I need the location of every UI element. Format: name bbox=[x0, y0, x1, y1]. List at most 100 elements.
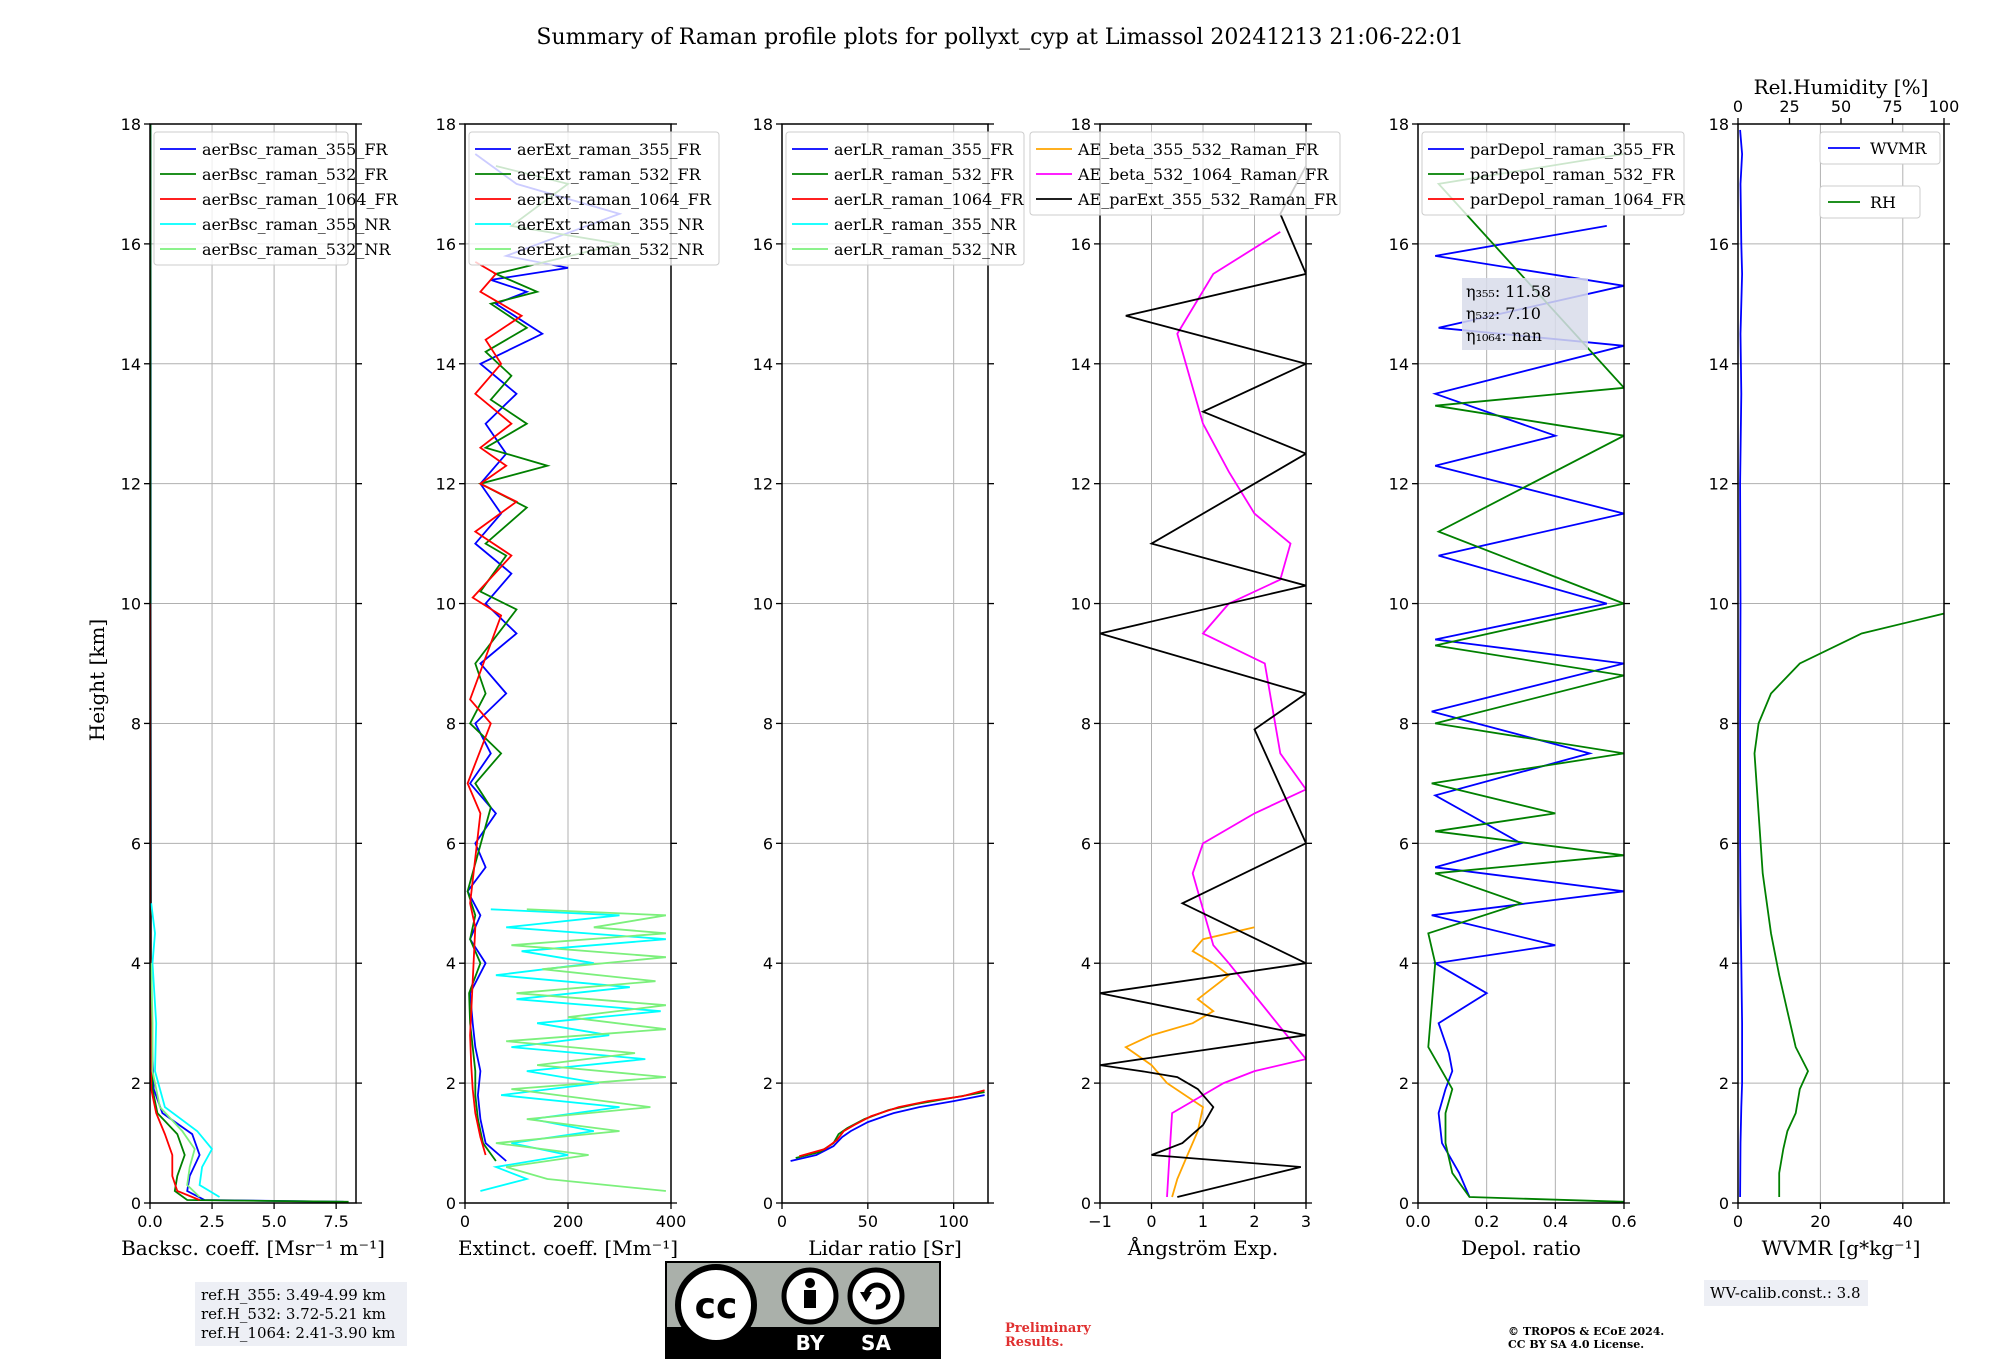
y-tick-label: 4 bbox=[131, 954, 141, 973]
x2-tick-label: 25 bbox=[1779, 97, 1799, 116]
legend-box bbox=[785, 131, 1025, 266]
series-line-aerLR_raman_355_FR bbox=[790, 1094, 985, 1162]
series-line-WVMR bbox=[1739, 129, 1744, 1198]
x2-axis-label: Rel.Humidity [%] bbox=[1754, 75, 1929, 99]
legend-label: aerExt_raman_355_FR bbox=[517, 140, 702, 159]
x-tick-label: 0 bbox=[1146, 1212, 1156, 1231]
figure-title: Summary of Raman profile plots for polly… bbox=[536, 25, 1463, 50]
y-tick-label: 18 bbox=[436, 115, 456, 134]
y-tick-label: 8 bbox=[1719, 714, 1729, 733]
y-tick-label: 0 bbox=[1081, 1194, 1091, 1213]
y-tick-label: 18 bbox=[1071, 115, 1091, 134]
y-tick-label: 0 bbox=[1399, 1194, 1409, 1213]
y-tick-label: 16 bbox=[121, 235, 141, 254]
x-tick-label: 200 bbox=[553, 1212, 584, 1231]
legend: aerLR_raman_355_FR aerLR_raman_532_FR aerL… bbox=[785, 131, 1025, 266]
x-axis-label: WVMR [g*kg⁻¹] bbox=[1762, 1236, 1921, 1260]
sa-arrow-arc bbox=[863, 1282, 891, 1310]
ref-h-1064: ref.H_1064: 2.41-3.90 km bbox=[201, 1324, 395, 1342]
legend: parDepol_raman_355_FR parDepol_raman_532_… bbox=[1421, 131, 1686, 216]
wv-calibration-box: WV-calib.const.: 3.8 bbox=[1704, 1280, 1868, 1306]
y-tick-label: 2 bbox=[1719, 1074, 1729, 1093]
legend-box bbox=[1421, 131, 1685, 216]
reference-heights-bg bbox=[195, 1282, 407, 1346]
y-tick-label: 18 bbox=[1709, 115, 1729, 134]
x-axis-label: Extinct. coeff. [Mm⁻¹] bbox=[458, 1236, 678, 1260]
x-tick-label: 0.2 bbox=[1474, 1212, 1499, 1231]
cc-icon-text: cc bbox=[695, 1286, 738, 1327]
y-tick-label: 2 bbox=[131, 1074, 141, 1093]
y-tick-label: 6 bbox=[131, 834, 141, 853]
legend-box bbox=[153, 131, 349, 266]
legend: WVMR RH bbox=[1819, 131, 1941, 219]
series-line-parDepol_raman_532_FR bbox=[1427, 153, 1624, 1203]
x-tick-label: 0.6 bbox=[1611, 1212, 1636, 1231]
y-tick-label: 14 bbox=[753, 355, 773, 374]
series-line-aerLR_raman_1064_FR bbox=[798, 1089, 985, 1158]
series-group bbox=[790, 1089, 985, 1162]
y-tick-label: 16 bbox=[1709, 235, 1729, 254]
panel-2: 0 2 4 6 8 10 12 14 16 18 0 200 400 Extinct. coeff. [M… bbox=[436, 115, 720, 1260]
x-axis-label: Ångström Exp. bbox=[1127, 1235, 1278, 1260]
y-tick-label: 10 bbox=[753, 595, 773, 614]
y-tick-label: 4 bbox=[1081, 954, 1091, 973]
y-tick-label: 14 bbox=[121, 355, 141, 374]
legend: aerExt_raman_355_FR aerExt_raman_532_FRae… bbox=[468, 131, 720, 266]
y-tick-label: 6 bbox=[1399, 834, 1409, 853]
y-tick-label: 4 bbox=[1399, 954, 1409, 973]
legend-label: aerExt_raman_532_NR bbox=[517, 240, 705, 259]
y-tick-label: 14 bbox=[1389, 355, 1409, 374]
x-tick-label: 1 bbox=[1198, 1212, 1208, 1231]
series-group bbox=[466, 153, 667, 1192]
y-tick-label: 8 bbox=[131, 714, 141, 733]
y-tick-label: 10 bbox=[436, 595, 456, 614]
series-line-AE_parExt_355_532_Raman_FR bbox=[1100, 165, 1306, 1198]
y-tick-label: 16 bbox=[1071, 235, 1091, 254]
series-group bbox=[1427, 153, 1624, 1203]
legend-label: aerLR_raman_532_FR bbox=[834, 165, 1014, 184]
x-tick-label: 0.4 bbox=[1543, 1212, 1568, 1231]
series-group bbox=[150, 124, 349, 1203]
y-tick-label: 18 bbox=[1389, 115, 1409, 134]
series-line-aerBsc_raman_532_FR bbox=[150, 124, 349, 1203]
preliminary-line-1: Preliminary bbox=[1005, 1321, 1091, 1336]
x-tick-label: 0 bbox=[1733, 1212, 1743, 1231]
y-tick-label: 12 bbox=[1071, 475, 1091, 494]
y-tick-label: 14 bbox=[1071, 355, 1091, 374]
x2-tick-label: 50 bbox=[1831, 97, 1851, 116]
legend-label: aerBsc_raman_532_NR bbox=[202, 240, 391, 259]
panel-frame bbox=[781, 123, 989, 1204]
legend-label: AE_beta_355_532_Raman_FR bbox=[1077, 140, 1319, 159]
y-tick-label: 16 bbox=[1389, 235, 1409, 254]
y-tick-label: 10 bbox=[121, 595, 141, 614]
x2-tick-label: 0 bbox=[1733, 97, 1743, 116]
y-tick-label: 8 bbox=[763, 714, 773, 733]
x-axis-label: Backsc. coeff. [Msr⁻¹ m⁻¹] bbox=[121, 1236, 385, 1260]
legend-label: parDepol_raman_355_FR bbox=[1470, 140, 1676, 159]
x-tick-label: −1 bbox=[1088, 1212, 1112, 1231]
annotation-text: η₃₅₅: 11.58 bbox=[1466, 282, 1551, 301]
legend-box bbox=[1819, 131, 1941, 165]
y-tick-label: 2 bbox=[446, 1074, 456, 1093]
legend-label: aerLR_raman_532_NR bbox=[834, 240, 1017, 259]
x-tick-label: 0.0 bbox=[1405, 1212, 1430, 1231]
cc-license-logo: cc BY SA bbox=[665, 1261, 941, 1359]
legend: aerBsc_raman_355_FR aerBsc_raman_532_FRae… bbox=[153, 131, 399, 266]
y-tick-label: 6 bbox=[1719, 834, 1729, 853]
legend-label: aerLR_raman_355_NR bbox=[834, 215, 1017, 234]
legend-label: WVMR bbox=[1870, 139, 1927, 158]
panel-1: 0 2 4 6 8 10 12 14 16 18 0.0 2.5 5.0 7.5 Backsc. coeff… bbox=[121, 115, 399, 1260]
series-group bbox=[1100, 165, 1306, 1198]
x-tick-label: 50 bbox=[858, 1212, 878, 1231]
panel-frame bbox=[464, 123, 672, 1204]
legend-label: aerLR_raman_355_FR bbox=[834, 140, 1014, 159]
y-tick-label: 4 bbox=[446, 954, 456, 973]
series-line-aerExt_raman_355_NR bbox=[480, 908, 666, 1192]
legend-label: aerExt_raman_532_FR bbox=[517, 165, 702, 184]
y-tick-label: 0 bbox=[1719, 1194, 1729, 1213]
x-tick-label: 0 bbox=[777, 1212, 787, 1231]
cc-icon bbox=[675, 1264, 757, 1346]
by-person-body bbox=[804, 1290, 816, 1308]
x-tick-label: 3 bbox=[1301, 1212, 1311, 1231]
